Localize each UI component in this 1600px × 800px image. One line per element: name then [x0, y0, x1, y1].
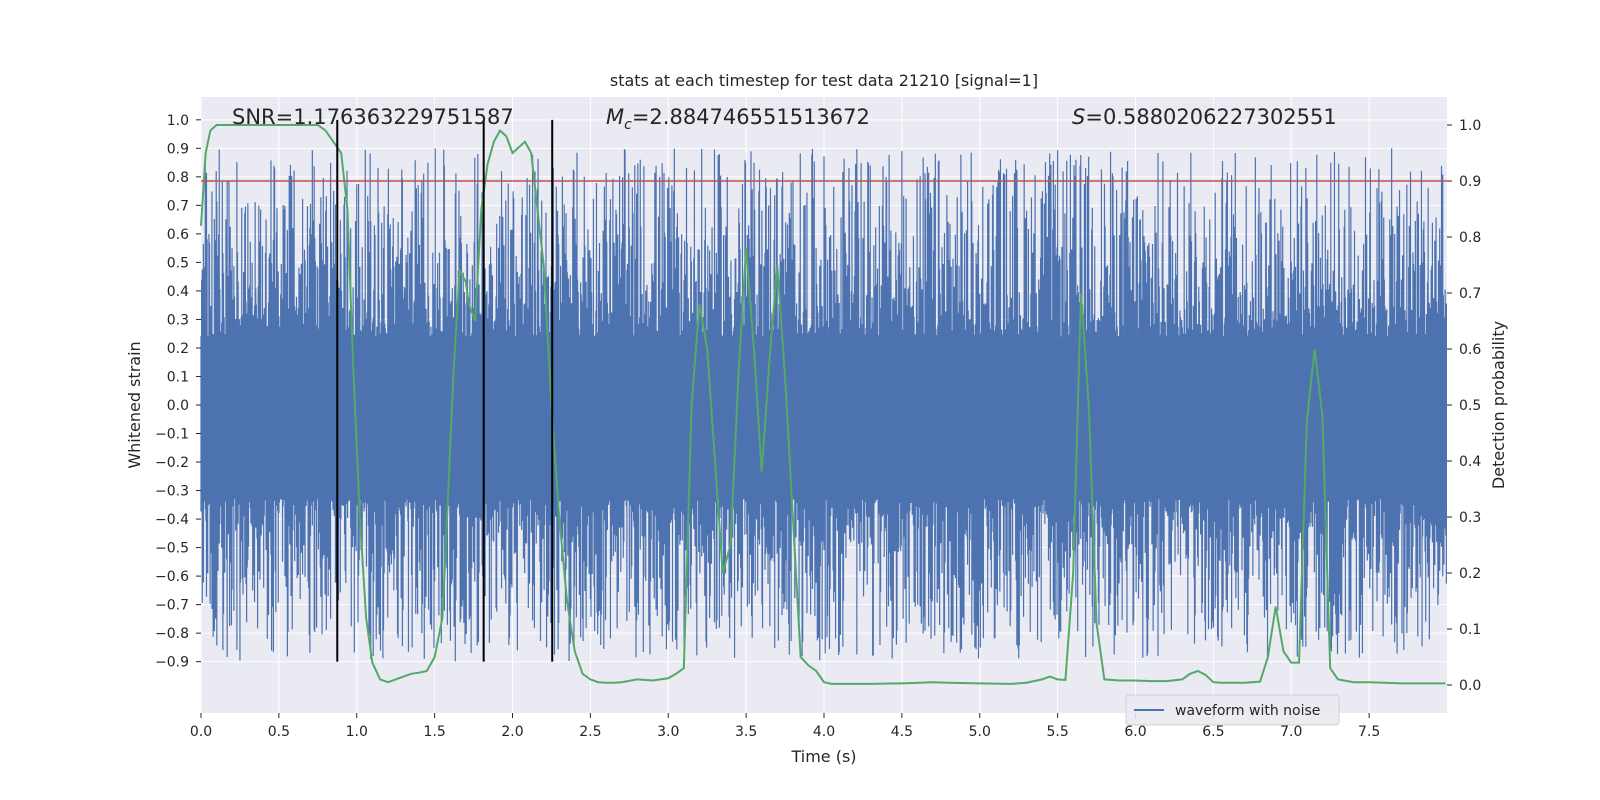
y-left-tick-label: 0.6 — [167, 227, 189, 243]
y-left-tick-label: −0.3 — [155, 484, 189, 500]
y-left-tick-label: 0.7 — [167, 198, 189, 214]
y-left-tick-label: 0.4 — [167, 284, 189, 300]
y-left-tick-label: −0.4 — [155, 512, 189, 528]
vertical-markers — [336, 119, 554, 662]
y-left-tick-label: 0.9 — [167, 141, 189, 157]
x-tick-label: 2.5 — [579, 724, 601, 740]
x-tick-label: 7.5 — [1358, 724, 1380, 740]
x-tick-label: 2.0 — [501, 724, 523, 740]
x-tick-label: 4.5 — [891, 724, 913, 740]
y-left-tick-label: −0.8 — [155, 626, 189, 642]
snr-annotation: SNR=1.176363229751587 — [232, 105, 514, 129]
x-tick-label: 3.5 — [735, 724, 757, 740]
y-right-axis-label: Detection probability — [1489, 321, 1508, 489]
y-right-tick-label: 0.5 — [1459, 398, 1481, 414]
y-left-tick-label: −0.1 — [155, 427, 189, 443]
x-tick-label: 4.0 — [813, 724, 835, 740]
probability-line — [200, 124, 1446, 685]
legend-entry-waveform: waveform with noise — [1175, 703, 1320, 719]
y-right-tick-label: 0.6 — [1459, 342, 1481, 358]
s-annotation: S=0.5880206227302551 — [1072, 105, 1337, 129]
y-left-axis-ticks: −0.9 −0.8 −0.7 −0.6 −0.5 −0.4 −0.3 −0.2 −0.1 0.0 0… — [155, 113, 201, 671]
x-tick-label: 0.5 — [268, 724, 290, 740]
x-tick-label: 6.0 — [1124, 724, 1146, 740]
chart-title: stats at each timestep for test data 212… — [610, 71, 1038, 90]
y-right-tick-label: 0.0 — [1459, 678, 1481, 694]
legend-box — [1125, 694, 1340, 726]
x-tick-label: 6.5 — [1202, 724, 1224, 740]
x-tick-label: 1.5 — [423, 724, 445, 740]
x-axis-label: Time (s) — [790, 747, 856, 766]
y-right-tick-label: 1.0 — [1459, 118, 1481, 134]
y-right-axis-ticks: 0.0 0.1 0.2 0.3 0.4 0.5 0.6 0.7 0.8 0.9 1.0 — [1447, 118, 1481, 694]
y-left-tick-label: 0.5 — [167, 255, 189, 271]
y-left-axis-label: Whitened strain — [125, 341, 144, 468]
x-tick-label: 5.0 — [969, 724, 991, 740]
y-right-tick-label: 0.4 — [1459, 454, 1481, 470]
y-right-tick-label: 0.3 — [1459, 510, 1481, 526]
chirp-mass-annotation: Mc=2.884746551513672 — [606, 105, 870, 133]
y-left-tick-label: 0.0 — [167, 398, 189, 414]
y-right-tick-label: 0.9 — [1459, 174, 1481, 190]
y-right-tick-label: 0.7 — [1459, 286, 1481, 302]
y-left-tick-label: 0.3 — [167, 312, 189, 328]
y-right-tick-label: 0.1 — [1459, 622, 1481, 638]
x-tick-label: 7.0 — [1280, 724, 1302, 740]
x-tick-label: 3.0 — [657, 724, 679, 740]
y-left-tick-label: −0.7 — [155, 598, 189, 614]
y-left-tick-label: −0.6 — [155, 569, 189, 585]
chirp-mass-value: =2.884746551513672 — [632, 105, 870, 129]
s-value: =0.5880206227302551 — [1085, 105, 1336, 129]
y-left-tick-label: −0.2 — [155, 455, 189, 471]
x-tick-label: 5.5 — [1046, 724, 1068, 740]
y-left-tick-label: 0.1 — [167, 369, 189, 385]
chirp-mass-symbol: M — [606, 105, 624, 129]
legend: waveform with noise — [1125, 694, 1340, 726]
s-symbol: S — [1072, 105, 1085, 129]
y-left-tick-label: 0.8 — [167, 170, 189, 186]
y-left-tick-label: 0.2 — [167, 341, 189, 357]
y-left-tick-label: −0.9 — [155, 655, 189, 671]
x-axis-ticks: 0.0 0.5 1.0 1.5 2.0 2.5 3.0 3.5 4.0 4.5 5.0 5.5 6.0 6… — [190, 713, 1380, 740]
y-right-tick-label: 0.2 — [1459, 566, 1481, 582]
waveform-series — [200, 148, 1447, 662]
x-tick-label: 0.0 — [190, 724, 212, 740]
y-left-tick-label: −0.5 — [155, 541, 189, 557]
x-tick-label: 1.0 — [346, 724, 368, 740]
y-right-tick-label: 0.8 — [1459, 230, 1481, 246]
y-left-tick-label: 1.0 — [167, 113, 189, 129]
chirp-mass-subscript: c — [624, 117, 632, 133]
probability-series — [200, 124, 1446, 685]
